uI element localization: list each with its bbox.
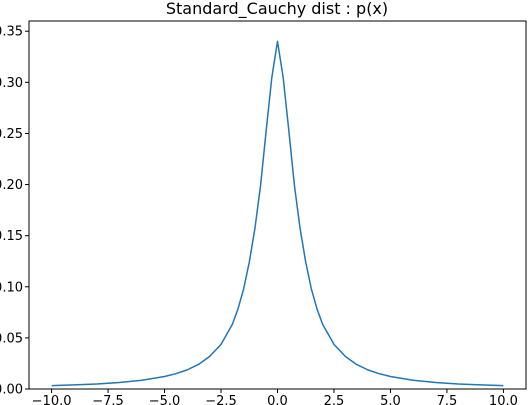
x-tick-label: −5.0 (149, 394, 181, 405)
y-axis: 0.00 0.05 0.10 0.15 0.20 0.25 0.30 0.35 (0, 25, 29, 398)
y-tick-label: 0.25 (0, 127, 23, 142)
y-tick-label: 0.35 (0, 25, 23, 40)
chart-title: Standard_Cauchy dist : p(x) (166, 0, 388, 19)
y-tick-label: 0.10 (0, 280, 23, 295)
x-tick-label: 2.5 (324, 394, 345, 405)
x-tick-label: −2.5 (205, 394, 237, 405)
x-axis: −10.0 −7.5 −5.0 −2.5 0.0 2.5 5.0 7.5 10.0 (32, 389, 518, 405)
x-tick-label: 0.0 (267, 394, 288, 405)
x-tick-label: −10.0 (32, 394, 72, 405)
x-tick-label: 10.0 (489, 394, 518, 405)
series-line-0 (51, 40, 504, 387)
y-tick-label: 0.15 (0, 229, 23, 244)
y-tick-label: 0.05 (0, 331, 23, 346)
x-tick-label: 7.5 (437, 394, 458, 405)
plot-area (51, 40, 504, 387)
x-tick-label: 5.0 (380, 394, 401, 405)
y-tick-label: 0.00 (0, 383, 23, 398)
plot-frame (28, 20, 527, 390)
x-tick-label: −7.5 (92, 394, 124, 405)
y-tick-label: 0.30 (0, 76, 23, 91)
y-tick-label: 0.20 (0, 178, 23, 193)
